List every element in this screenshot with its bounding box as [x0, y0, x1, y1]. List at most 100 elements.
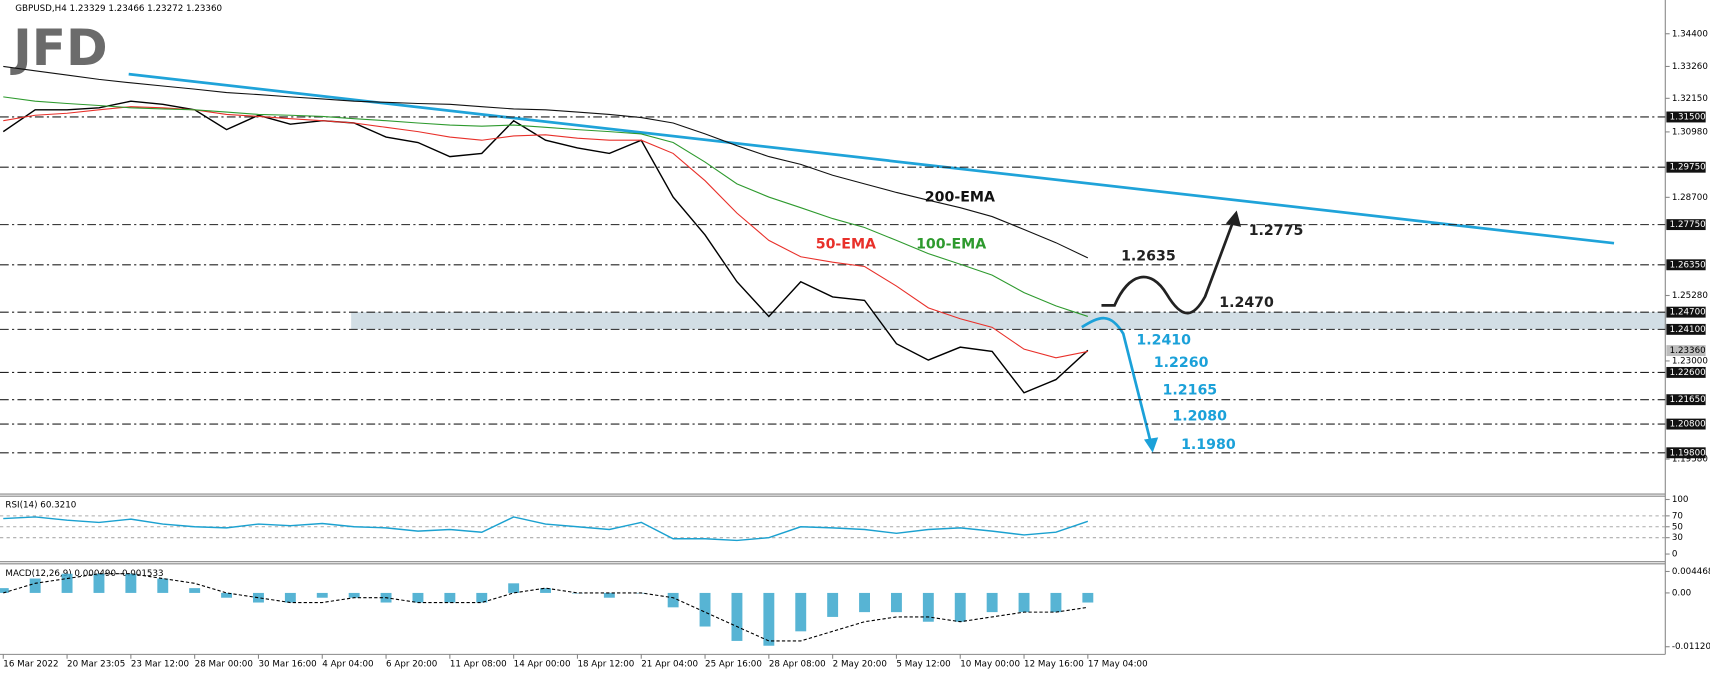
- histogram-bar: [189, 588, 201, 593]
- series-line: [3, 96, 1089, 317]
- histogram-bar: [986, 592, 998, 613]
- level-label: 1.24100: [1670, 325, 1706, 335]
- level-label-box: [1666, 366, 1706, 378]
- current-price-label: 1.23360: [1670, 346, 1706, 356]
- x-tick-label: 25 Apr 16:00: [705, 660, 762, 670]
- histogram-bar: [922, 592, 934, 622]
- x-tick-label: 28 Mar 00:00: [195, 660, 253, 670]
- histogram-bar: [125, 573, 137, 593]
- x-tick-label: 18 Apr 12:00: [577, 660, 634, 670]
- x-tick-label: 28 Apr 08:00: [769, 660, 826, 670]
- histogram-bar: [93, 573, 105, 593]
- annotation: 1.2635: [1121, 248, 1176, 264]
- panel-title: GBPUSD,H4 1.23329 1.23466 1.23272 1.2336…: [15, 4, 222, 14]
- panel-title: RSI(14) 60.3210: [5, 500, 76, 510]
- y-tick-label: 100: [1672, 495, 1689, 505]
- x-tick-label: 11 Apr 08:00: [450, 660, 507, 670]
- histogram-bar: [348, 592, 360, 598]
- histogram-bar: [890, 592, 902, 613]
- x-tick-label: 10 May 00:00: [960, 660, 1020, 670]
- y-tick-label: 0.004468: [1672, 567, 1710, 577]
- panel-title: MACD(12,26,9) 0.000490 -0.001533: [5, 569, 163, 579]
- series-line: [3, 516, 1089, 542]
- y-tick-label: 1.32150: [1672, 94, 1708, 104]
- current-price-box: [1666, 345, 1706, 357]
- histogram-bar: [795, 592, 807, 632]
- series-line: [2, 100, 1089, 394]
- y-tick-label: 0.00: [1672, 588, 1691, 598]
- annotation: 1.2470: [1219, 295, 1274, 311]
- histogram-bar: [763, 592, 775, 646]
- y-tick-label: -0.011208: [1672, 642, 1710, 652]
- histogram-bar: [284, 592, 296, 603]
- x-tick-label: 5 May 12:00: [896, 660, 950, 670]
- y-tick-label: 1.19580: [1672, 455, 1708, 465]
- annotation: 1.2410: [1136, 332, 1191, 348]
- level-label: 1.22600: [1670, 368, 1706, 378]
- histogram-bar: [731, 592, 743, 641]
- annotation: 1.2260: [1154, 355, 1209, 371]
- level-label-box: [1666, 447, 1706, 459]
- level-label: 1.27750: [1670, 220, 1706, 230]
- y-tick-label: 0: [1672, 550, 1678, 560]
- logo: JFD: [10, 18, 108, 77]
- x-tick-label: 2 May 20:00: [833, 660, 887, 670]
- x-tick-label: 30 Mar 16:00: [258, 660, 316, 670]
- arrow-head: [1225, 210, 1242, 227]
- level-label: 1.21650: [1670, 395, 1706, 405]
- bullish-scenario: [1101, 223, 1234, 315]
- series-label: 200-EMA: [925, 189, 995, 205]
- histogram-bar: [540, 588, 552, 593]
- y-tick-label: 30: [1672, 533, 1683, 543]
- x-tick-label: 20 Mar 23:05: [67, 660, 125, 670]
- histogram-bar: [412, 592, 424, 603]
- y-tick-label: 70: [1672, 511, 1683, 521]
- histogram-bar: [444, 592, 456, 603]
- histogram-bar: [508, 583, 520, 593]
- y-tick-label: 1.23000: [1672, 356, 1708, 366]
- histogram-bar: [0, 588, 9, 593]
- level-label: 1.20800: [1670, 420, 1706, 430]
- annotation: 1.2775: [1249, 223, 1304, 239]
- y-tick-label: 1.34400: [1672, 29, 1708, 39]
- histogram-bar: [859, 592, 870, 613]
- level-label-box: [1666, 259, 1706, 271]
- histogram-bar: [253, 592, 264, 603]
- y-tick-label: 1.33260: [1672, 62, 1708, 72]
- level-label: 1.31500: [1670, 112, 1706, 122]
- x-tick-label: 23 Mar 12:00: [131, 660, 189, 670]
- series-line: [3, 573, 1088, 642]
- histogram-bar: [571, 592, 583, 594]
- histogram-bar: [1050, 592, 1062, 613]
- x-tick-label: 14 Apr 00:00: [514, 660, 571, 670]
- level-label-box: [1666, 323, 1706, 335]
- zone-layer: [351, 312, 1667, 330]
- level-label: 1.19800: [1670, 448, 1706, 458]
- histogram-bar: [1018, 592, 1030, 613]
- annotation: 1.2165: [1163, 382, 1218, 398]
- series-label: 100-EMA: [916, 236, 986, 252]
- histogram-bar: [603, 592, 615, 598]
- x-tick-label: 21 Apr 04:00: [641, 660, 698, 670]
- histogram-bar: [61, 573, 73, 593]
- level-label: 1.24700: [1670, 308, 1706, 318]
- annotation: 1.1980: [1181, 437, 1236, 453]
- y-tick-label: 1.25280: [1672, 291, 1708, 301]
- level-label-box: [1666, 306, 1706, 318]
- support-zone: [351, 312, 1667, 330]
- histogram-bar: [157, 578, 169, 593]
- level-label: 1.29750: [1670, 163, 1706, 173]
- bearish-scenario: [1081, 316, 1152, 443]
- x-tick-label: 16 Mar 2022: [3, 660, 58, 670]
- histogram-bar: [476, 592, 488, 603]
- histogram-bar: [316, 592, 328, 598]
- level-label-box: [1666, 418, 1706, 430]
- level-label-box: [1666, 394, 1706, 406]
- histogram-bar: [827, 592, 839, 617]
- x-tick-label: 6 Apr 20:00: [386, 660, 437, 670]
- y-tick-label: 1.28700: [1672, 193, 1708, 203]
- histogram-bar: [667, 592, 679, 608]
